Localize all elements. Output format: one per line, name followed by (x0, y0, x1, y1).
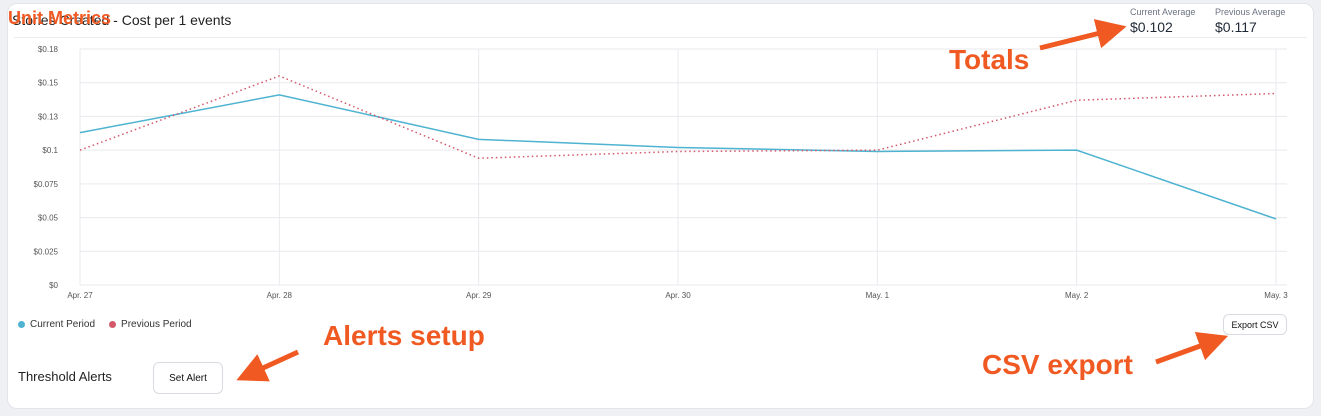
y-tick-label: $0.05 (38, 214, 59, 223)
current-average-stat: Current Average $0.102 (1130, 7, 1195, 35)
data-point[interactable] (1075, 148, 1079, 152)
x-tick-label: May. 2 (1065, 291, 1089, 300)
x-tick-label: Apr. 30 (665, 291, 691, 300)
annotation-csv-export: CSV export (982, 349, 1133, 380)
current-average-label: Current Average (1130, 7, 1196, 17)
x-tick-label: Apr. 29 (466, 291, 492, 300)
y-tick-label: $0.025 (34, 247, 59, 256)
data-point[interactable] (477, 137, 481, 141)
y-tick-label: $0.15 (38, 79, 59, 88)
set-alert-button[interactable]: Set Alert (153, 362, 223, 394)
legend-label-previous: Previous Period (121, 319, 192, 330)
arrow-to-set-alert (236, 349, 300, 382)
y-tick-label: $0.13 (38, 112, 59, 121)
arrow-to-totals (1039, 19, 1127, 51)
annotation-unit-metrics: Unit Metrics (8, 8, 112, 28)
previous-average-value: $0.117 (1215, 19, 1257, 35)
series-line-current (79, 94, 1277, 220)
header-divider (14, 37, 1307, 38)
x-tick-label: May. 1 (866, 291, 890, 300)
y-tick-label: $0.18 (38, 45, 59, 54)
data-point[interactable] (277, 93, 281, 97)
previous-average-stat: Previous Average $0.117 (1215, 7, 1285, 35)
export-csv-button[interactable]: Export CSV (1223, 314, 1287, 335)
x-tick-label: Apr. 28 (267, 291, 293, 300)
y-tick-label: $0.075 (34, 180, 59, 189)
x-tick-label: May. 3 (1264, 291, 1288, 300)
threshold-alerts-title: Threshold Alerts (18, 369, 112, 384)
data-point[interactable] (78, 131, 82, 135)
legend-dot-previous-icon (109, 321, 117, 328)
data-point[interactable] (676, 149, 680, 153)
x-tick-label: Apr. 27 (67, 291, 93, 300)
data-point[interactable] (1274, 217, 1278, 221)
data-point[interactable] (875, 148, 879, 152)
data-point[interactable] (1075, 98, 1079, 102)
chart-title: Stories Created - Cost per 1 events (12, 12, 232, 28)
data-point[interactable] (676, 145, 680, 149)
chart-legend: Current Period Previous Period (18, 319, 192, 330)
data-point[interactable] (477, 156, 481, 160)
arrow-to-export-csv (1155, 332, 1229, 365)
data-point[interactable] (277, 74, 281, 78)
annotation-alerts-setup: Alerts setup (323, 320, 485, 351)
data-point[interactable] (78, 148, 82, 152)
legend-item-previous[interactable]: Previous Period (109, 319, 192, 330)
legend-label-current: Current Period (30, 319, 96, 330)
data-point[interactable] (1274, 92, 1278, 96)
annotation-totals: Totals (949, 44, 1030, 75)
legend-item-current[interactable]: Current Period (18, 319, 95, 330)
legend-dot-current-icon (18, 321, 25, 328)
series-line-previous (79, 75, 1277, 159)
unit-metrics-card (7, 3, 1314, 409)
current-average-value: $0.102 (1130, 19, 1173, 35)
y-tick-label: $0 (49, 281, 58, 290)
previous-average-label: Previous Average (1215, 7, 1286, 17)
y-tick-label: $0.1 (42, 146, 58, 155)
